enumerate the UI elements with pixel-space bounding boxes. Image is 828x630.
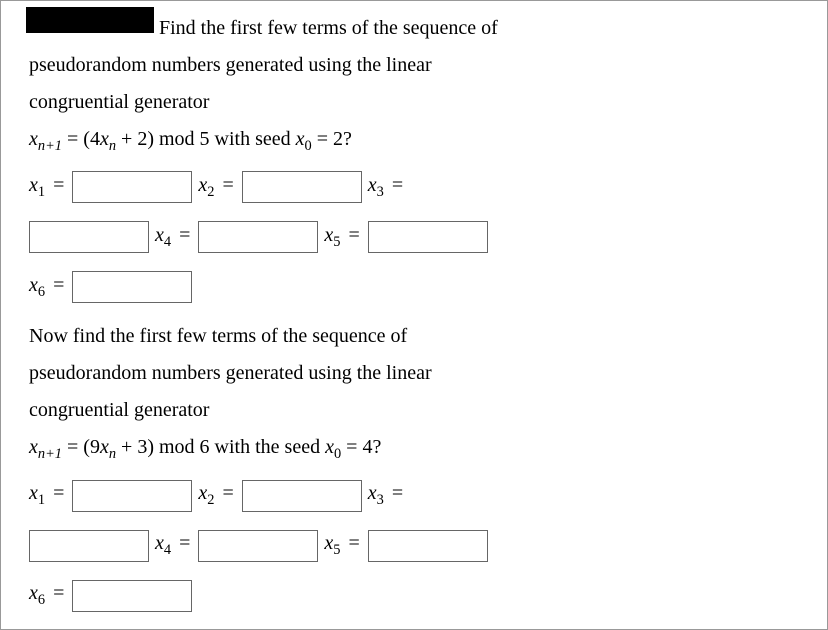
p1-x4-label: x4 = <box>155 224 192 251</box>
p1-f-x0-sub: 0 <box>305 138 312 154</box>
p2-x1-input[interactable] <box>72 480 192 512</box>
p2-row2: x4 = x5 = <box>29 530 799 562</box>
p1-f-xn-sub: n <box>109 138 116 154</box>
p1-x2-label: x2 = <box>198 174 235 201</box>
p1-row1: x1 = x2 = x3 = <box>29 171 799 203</box>
p1-f-lhs: x <box>29 128 38 150</box>
p2-x5-var: x <box>324 532 333 554</box>
problem-container: Find the first few terms of the sequence… <box>0 0 828 630</box>
p2-f-xn-sub: n <box>109 446 116 462</box>
p1-f-eq: = (4 <box>62 128 100 150</box>
p1-f-lhs-sub: n+1 <box>38 138 62 154</box>
p2-x6-input[interactable] <box>72 580 192 612</box>
p1-f-seedval: = 2? <box>312 128 352 150</box>
p2-x2-input[interactable] <box>242 480 362 512</box>
p2-x5-eq: = <box>340 532 361 554</box>
p1-x6-sub: 6 <box>38 284 45 300</box>
p2-f-eq: = (9 <box>62 436 100 458</box>
p2-x6-label: x6 = <box>29 582 66 609</box>
p1-row3: x6 = <box>29 271 799 303</box>
p2-x2-label: x2 = <box>198 482 235 509</box>
p2-x5-input[interactable] <box>368 530 488 562</box>
p1-intro-line2: pseudorandom numbers generated using the… <box>29 50 799 81</box>
p1-x5-var: x <box>324 224 333 246</box>
p1-x3-label: x3 = <box>368 174 405 201</box>
p2-x3-var: x <box>368 482 377 504</box>
p2-x3-input[interactable] <box>29 530 149 562</box>
p1-x6-var: x <box>29 274 38 296</box>
p1-row2: x4 = x5 = <box>29 221 799 253</box>
p2-x6-eq: = <box>45 582 66 604</box>
p1-x6-label: x6 = <box>29 274 66 301</box>
p1-f-x0: x <box>296 128 305 150</box>
p2-x1-eq: = <box>45 482 66 504</box>
p1-x6-eq: = <box>45 274 66 296</box>
problem2-block: Now find the first few terms of the sequ… <box>29 321 799 611</box>
p1-x3-sub: 3 <box>377 184 384 200</box>
p1-x4-input[interactable] <box>198 221 318 253</box>
p1-x1-var: x <box>29 174 38 196</box>
p2-x1-sub: 1 <box>38 492 45 508</box>
p1-x3-var: x <box>368 174 377 196</box>
p1-x4-var: x <box>155 224 164 246</box>
p2-row3: x6 = <box>29 580 799 612</box>
p2-f-rhs: + 3) mod 6 <box>116 436 215 458</box>
p1-f-with: with seed <box>215 128 296 150</box>
p1-x3-input[interactable] <box>29 221 149 253</box>
p1-x2-eq: = <box>214 174 235 196</box>
p2-x4-var: x <box>155 532 164 554</box>
p1-x6-input[interactable] <box>72 271 192 303</box>
p2-f-seedval: = 4? <box>341 436 381 458</box>
p1-x4-sub: 4 <box>164 234 171 250</box>
p1-x5-input[interactable] <box>368 221 488 253</box>
p2-f-x0: x <box>325 436 334 458</box>
p2-x2-var: x <box>198 482 207 504</box>
redaction-block <box>26 7 154 33</box>
p2-x3-label: x3 = <box>368 482 405 509</box>
p2-x4-input[interactable] <box>198 530 318 562</box>
p2-x6-sub: 6 <box>38 592 45 608</box>
p2-intro-line3: congruential generator <box>29 395 799 426</box>
p2-f-xn: x <box>100 436 109 458</box>
p2-x3-sub: 3 <box>377 492 384 508</box>
p1-x5-label: x5 = <box>324 224 361 251</box>
p1-formula: xn+1 = (4xn + 2) mod 5 with seed x0 = 2? <box>29 124 799 157</box>
p1-x4-eq: = <box>171 224 192 246</box>
p1-f-rhs: + 2) mod 5 <box>116 128 215 150</box>
p2-x1-label: x1 = <box>29 482 66 509</box>
p1-f-xn: x <box>100 128 109 150</box>
p1-x2-input[interactable] <box>242 171 362 203</box>
p2-x5-label: x5 = <box>324 532 361 559</box>
p2-x3-eq: = <box>384 482 405 504</box>
p1-x2-var: x <box>198 174 207 196</box>
p1-intro-line3: congruential generator <box>29 87 799 118</box>
p1-x1-label: x1 = <box>29 174 66 201</box>
p2-x2-eq: = <box>214 482 235 504</box>
p2-x4-eq: = <box>171 532 192 554</box>
p1-x1-eq: = <box>45 174 66 196</box>
p1-x1-sub: 1 <box>38 184 45 200</box>
p2-row1: x1 = x2 = x3 = <box>29 480 799 512</box>
p2-f-lhs: x <box>29 436 38 458</box>
p2-f-with: with the seed <box>215 436 326 458</box>
p2-x6-var: x <box>29 582 38 604</box>
p2-formula: xn+1 = (9xn + 3) mod 6 with the seed x0 … <box>29 432 799 465</box>
p2-x4-label: x4 = <box>155 532 192 559</box>
p1-x1-input[interactable] <box>72 171 192 203</box>
p2-f-lhs-sub: n+1 <box>38 446 62 462</box>
p2-intro-line1: Now find the first few terms of the sequ… <box>29 321 799 352</box>
p2-intro-line2: pseudorandom numbers generated using the… <box>29 358 799 389</box>
p1-x3-eq: = <box>384 174 405 196</box>
p1-x5-eq: = <box>340 224 361 246</box>
p2-x4-sub: 4 <box>164 542 171 558</box>
p2-x1-var: x <box>29 482 38 504</box>
